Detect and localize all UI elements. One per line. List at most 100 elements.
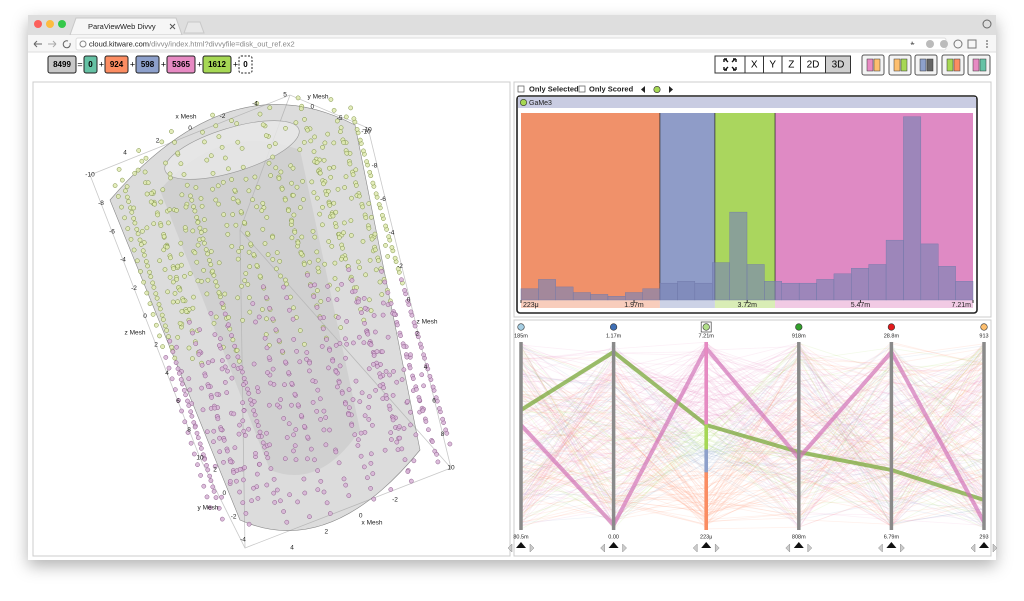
axis-control[interactable] bbox=[608, 542, 619, 548]
mesh-point bbox=[286, 208, 291, 214]
data-line bbox=[520, 351, 985, 497]
axis-max-label: 1.17m bbox=[606, 333, 622, 339]
field-selector[interactable] bbox=[653, 86, 661, 94]
profile-icon[interactable] bbox=[982, 19, 992, 29]
data-line bbox=[520, 417, 985, 490]
mesh-point bbox=[211, 489, 217, 494]
axis-color[interactable] bbox=[980, 323, 988, 331]
count-box[interactable] bbox=[166, 55, 196, 74]
mesh-point bbox=[164, 244, 170, 250]
view-button[interactable] bbox=[825, 55, 851, 74]
extension-icon[interactable] bbox=[926, 40, 934, 48]
axis-color[interactable] bbox=[609, 323, 618, 331]
minimize-button[interactable] bbox=[46, 20, 54, 28]
mesh-point bbox=[213, 279, 219, 285]
axis-color[interactable] bbox=[887, 323, 896, 331]
new-tab[interactable] bbox=[183, 21, 205, 34]
mesh-point bbox=[355, 443, 361, 448]
count-box[interactable] bbox=[47, 55, 77, 74]
close-button[interactable] bbox=[34, 20, 42, 28]
mesh-point bbox=[340, 245, 345, 251]
mesh-point bbox=[311, 294, 317, 299]
count-box[interactable] bbox=[202, 55, 232, 74]
field-color[interactable] bbox=[519, 99, 527, 107]
count-box[interactable] bbox=[135, 55, 160, 74]
mesh-point bbox=[224, 390, 230, 395]
axis-tick-label: -5 bbox=[337, 115, 343, 122]
next-button[interactable] bbox=[669, 86, 673, 93]
mesh-point bbox=[408, 352, 413, 358]
prev-button[interactable] bbox=[641, 86, 645, 93]
checkbox[interactable] bbox=[517, 85, 525, 93]
axis-control[interactable] bbox=[692, 543, 720, 553]
mesh-point bbox=[187, 319, 192, 325]
data-line bbox=[520, 342, 985, 483]
mesh-point bbox=[235, 139, 241, 145]
mesh-point bbox=[140, 228, 145, 234]
axis-tick-label: 6 bbox=[432, 398, 436, 405]
data-line bbox=[520, 345, 985, 461]
mesh-point bbox=[440, 416, 445, 422]
menu-button[interactable] bbox=[986, 40, 988, 48]
mesh-point bbox=[162, 323, 168, 329]
count-box[interactable] bbox=[238, 55, 253, 74]
histogram-bar bbox=[798, 282, 817, 301]
mesh-point bbox=[301, 262, 307, 267]
checkbox[interactable] bbox=[578, 85, 586, 93]
tab-close[interactable] bbox=[169, 23, 176, 30]
fullscreen-button[interactable] bbox=[714, 55, 746, 74]
mesh-point bbox=[243, 433, 248, 438]
data-line bbox=[520, 347, 985, 486]
data-line bbox=[520, 357, 985, 527]
mesh-point bbox=[202, 227, 208, 233]
axis-control[interactable] bbox=[600, 543, 627, 553]
mesh-point bbox=[404, 354, 410, 360]
mesh-point bbox=[219, 358, 225, 363]
count: 8499 bbox=[53, 60, 71, 69]
bookmark-icon[interactable] bbox=[910, 41, 915, 45]
axis-control[interactable] bbox=[979, 542, 989, 548]
extension-icon[interactable] bbox=[940, 40, 948, 48]
count-box[interactable] bbox=[83, 55, 98, 74]
axis-control[interactable] bbox=[878, 543, 905, 553]
axis-control[interactable] bbox=[886, 542, 897, 548]
axis-title: x Mesh bbox=[362, 520, 383, 527]
mesh-point bbox=[251, 408, 257, 413]
score-region[interactable] bbox=[521, 113, 660, 300]
axis-tick-label: 0 bbox=[311, 103, 315, 110]
mesh-point bbox=[331, 200, 337, 206]
mesh-point bbox=[361, 340, 367, 346]
data-line bbox=[520, 357, 985, 527]
mesh-point bbox=[320, 144, 325, 150]
extension-icon[interactable] bbox=[953, 39, 963, 49]
axis-control[interactable] bbox=[793, 542, 804, 548]
data-line bbox=[520, 351, 985, 496]
axis-control[interactable] bbox=[701, 542, 712, 548]
forward-button[interactable] bbox=[48, 40, 57, 48]
mesh-point bbox=[346, 387, 352, 392]
reload-button[interactable] bbox=[62, 40, 71, 49]
mesh-point bbox=[177, 320, 183, 326]
mesh-point bbox=[245, 230, 250, 236]
mesh-point bbox=[208, 478, 214, 483]
count-box[interactable] bbox=[104, 55, 129, 74]
axis-control[interactable] bbox=[507, 543, 535, 553]
mesh-point bbox=[413, 432, 419, 438]
zoom-button[interactable] bbox=[58, 20, 66, 28]
selected-axis[interactable] bbox=[700, 321, 712, 333]
extension-icon[interactable] bbox=[967, 39, 977, 49]
mesh-point bbox=[418, 341, 423, 347]
axis-control[interactable] bbox=[516, 542, 526, 548]
mesh-point bbox=[327, 511, 333, 516]
axis-control[interactable] bbox=[970, 543, 998, 553]
axis-color[interactable] bbox=[702, 323, 710, 331]
mesh-point bbox=[263, 133, 269, 138]
mesh-point bbox=[192, 208, 198, 214]
score-region[interactable] bbox=[659, 113, 715, 300]
site-info[interactable] bbox=[79, 40, 87, 48]
axis-color[interactable] bbox=[795, 323, 803, 331]
mesh-point bbox=[204, 463, 209, 468]
axis-control[interactable] bbox=[785, 543, 813, 553]
back-button[interactable] bbox=[33, 40, 42, 48]
axis-color[interactable] bbox=[517, 323, 525, 331]
